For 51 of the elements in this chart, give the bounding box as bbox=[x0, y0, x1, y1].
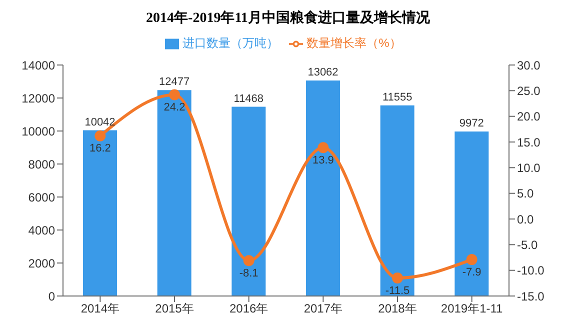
y2-tick-label: 30.0 bbox=[517, 58, 541, 72]
point bbox=[392, 272, 403, 284]
y2-tick-label: 5.0 bbox=[517, 186, 534, 201]
y2-tick-label: -5.0 bbox=[517, 238, 538, 252]
data-label: 10042 bbox=[84, 116, 116, 128]
y2-tick-label: 0.0 bbox=[517, 212, 534, 226]
data-label: 16.2 bbox=[89, 142, 111, 155]
data-label: 13062 bbox=[308, 66, 338, 78]
data-label: 13.9 bbox=[312, 154, 334, 166]
y2-tick-label: -10.0 bbox=[517, 264, 545, 278]
point bbox=[318, 142, 329, 154]
y-tick-label: 12000 bbox=[22, 91, 56, 106]
y2-tick-label: 15.0 bbox=[517, 135, 541, 150]
x-tick-label: 2019年1-11 bbox=[440, 302, 504, 316]
data-label: 24.2 bbox=[164, 102, 186, 114]
point bbox=[466, 254, 478, 266]
data-label: 12477 bbox=[159, 76, 190, 88]
bar bbox=[83, 130, 117, 296]
legend-label: 数量增长率（%） bbox=[306, 36, 402, 50]
y2-tick-label: 20.0 bbox=[517, 110, 541, 124]
y2-tick-label: -15.0 bbox=[517, 289, 545, 304]
chart-title: 2014年-2019年11月中国粮食进口量及增长情况 bbox=[145, 9, 431, 28]
data-label: 9972 bbox=[459, 117, 484, 130]
y-tick-label: 6000 bbox=[28, 190, 56, 204]
point bbox=[169, 89, 180, 100]
bar bbox=[454, 131, 489, 296]
data-label: 11555 bbox=[382, 91, 412, 104]
bar bbox=[232, 106, 266, 296]
point bbox=[243, 255, 254, 266]
bar bbox=[306, 80, 340, 296]
y-tick-label: 2000 bbox=[28, 256, 56, 270]
x-tick-label: 2018年 bbox=[378, 302, 417, 316]
y-tick-label: 8000 bbox=[28, 157, 56, 172]
y2-tick-label: 10.0 bbox=[517, 160, 541, 175]
bar bbox=[157, 90, 192, 296]
y2-tick-label: 25.0 bbox=[517, 84, 541, 98]
data-label: 11468 bbox=[234, 92, 264, 105]
y-tick-label: 4000 bbox=[28, 223, 56, 238]
x-tick-label: 2015年 bbox=[155, 302, 194, 316]
data-label: -8.1 bbox=[239, 267, 258, 280]
x-tick-label: 2014年 bbox=[80, 302, 120, 316]
bar bbox=[380, 105, 414, 296]
y-tick-label: 10000 bbox=[22, 124, 56, 138]
x-tick-label: 2016年 bbox=[229, 302, 268, 316]
y-tick-label: 0 bbox=[48, 289, 56, 304]
data-label: -11.5 bbox=[385, 284, 410, 297]
data-label: -7.9 bbox=[462, 266, 482, 278]
y-tick-label: 14000 bbox=[22, 58, 56, 72]
legend-label: 进口数量（万吨） bbox=[182, 36, 279, 50]
point bbox=[94, 130, 106, 142]
x-tick-label: 2017年 bbox=[304, 302, 343, 316]
